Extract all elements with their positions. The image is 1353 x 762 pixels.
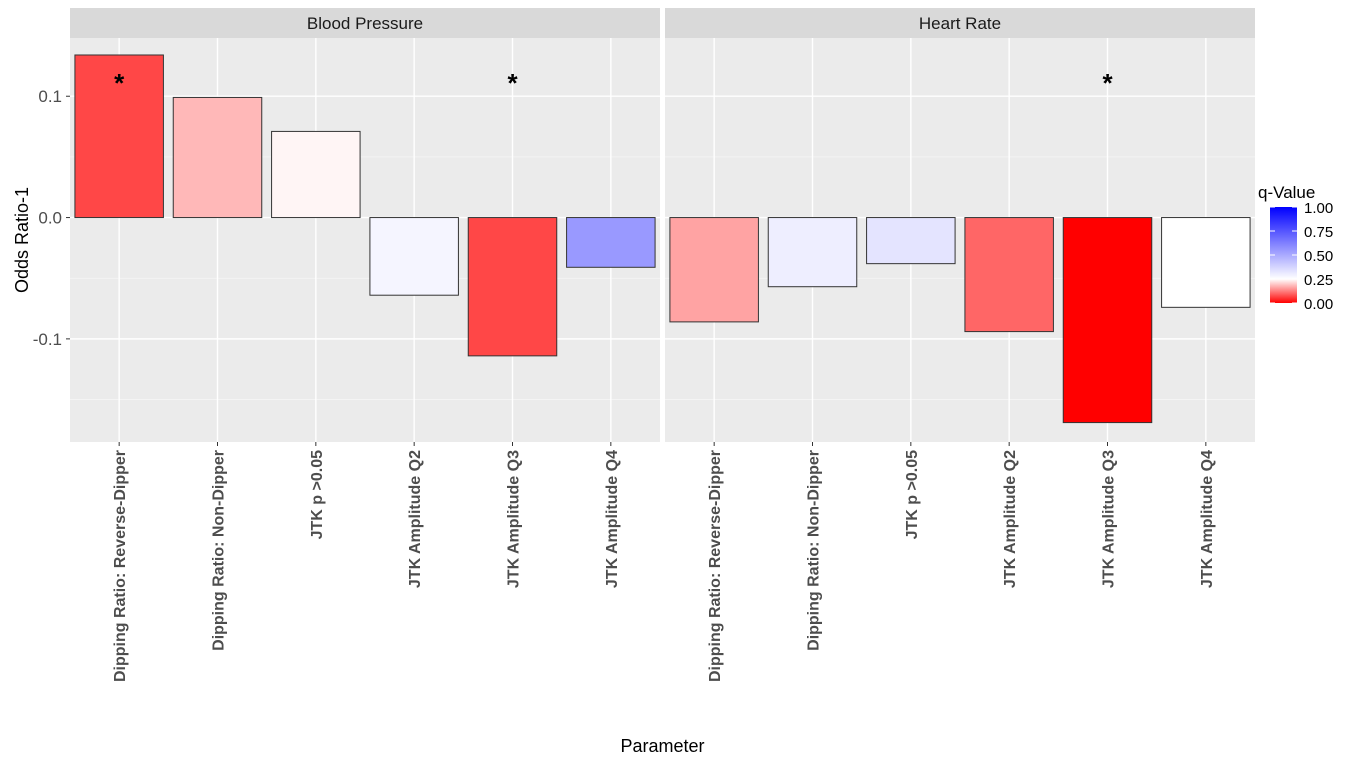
- x-tick-label: JTK Amplitude Q2: [1002, 450, 1019, 588]
- x-tick-label: Dipping Ratio: Reverse-Dipper: [112, 450, 129, 682]
- bar: [964, 217, 1054, 333]
- y-tick-label: -0.1: [33, 330, 62, 349]
- y-axis-title: Odds Ratio-1: [12, 187, 32, 293]
- panel-background: [665, 38, 1255, 442]
- bar: [1161, 217, 1251, 308]
- facet-title: Heart Rate: [919, 14, 1001, 33]
- significance-marker: *: [1102, 68, 1113, 98]
- x-tick-label: JTK p >0.05: [904, 450, 921, 539]
- y-tick-label: 0.0: [38, 209, 62, 228]
- facet-strip: [665, 8, 1255, 38]
- bar: [271, 130, 361, 219]
- bar: [74, 54, 164, 219]
- legend-label: 0.00: [1304, 296, 1333, 313]
- bar: [866, 217, 956, 265]
- bar: [669, 217, 759, 323]
- bar: [467, 217, 558, 357]
- legend-label: 0.75: [1304, 224, 1333, 241]
- x-tick-label: Dipping Ratio: Non-Dipper: [211, 450, 228, 651]
- x-tick-label: JTK Amplitude Q3: [506, 450, 523, 588]
- x-tick-label: JTK Amplitude Q2: [407, 450, 424, 588]
- x-tick-label: Dipping Ratio: Non-Dipper: [806, 450, 823, 651]
- facet-title: Blood Pressure: [307, 14, 423, 33]
- x-axis-title: Parameter: [620, 736, 704, 756]
- y-tick-label: 0.1: [38, 87, 62, 106]
- bar: [566, 217, 656, 268]
- x-tick-label: JTK Amplitude Q3: [1101, 450, 1118, 588]
- x-tick-label: JTK Amplitude Q4: [1199, 450, 1216, 588]
- facet-strip: [70, 8, 660, 38]
- x-tick-label: JTK p >0.05: [309, 450, 326, 539]
- x-tick-label: JTK Amplitude Q4: [604, 450, 621, 588]
- significance-marker: *: [507, 68, 518, 98]
- panel-background: [70, 38, 660, 442]
- legend-label: 1.00: [1304, 200, 1333, 217]
- legend-title: q-Value: [1258, 183, 1315, 202]
- x-tick-label: Dipping Ratio: Reverse-Dipper: [707, 450, 724, 682]
- bar: [767, 217, 858, 288]
- bar: [172, 96, 263, 219]
- significance-marker: *: [114, 68, 125, 98]
- legend-label: 0.50: [1304, 248, 1333, 265]
- bar: [1062, 217, 1153, 424]
- legend-label: 0.25: [1304, 272, 1333, 289]
- bar: [369, 217, 459, 296]
